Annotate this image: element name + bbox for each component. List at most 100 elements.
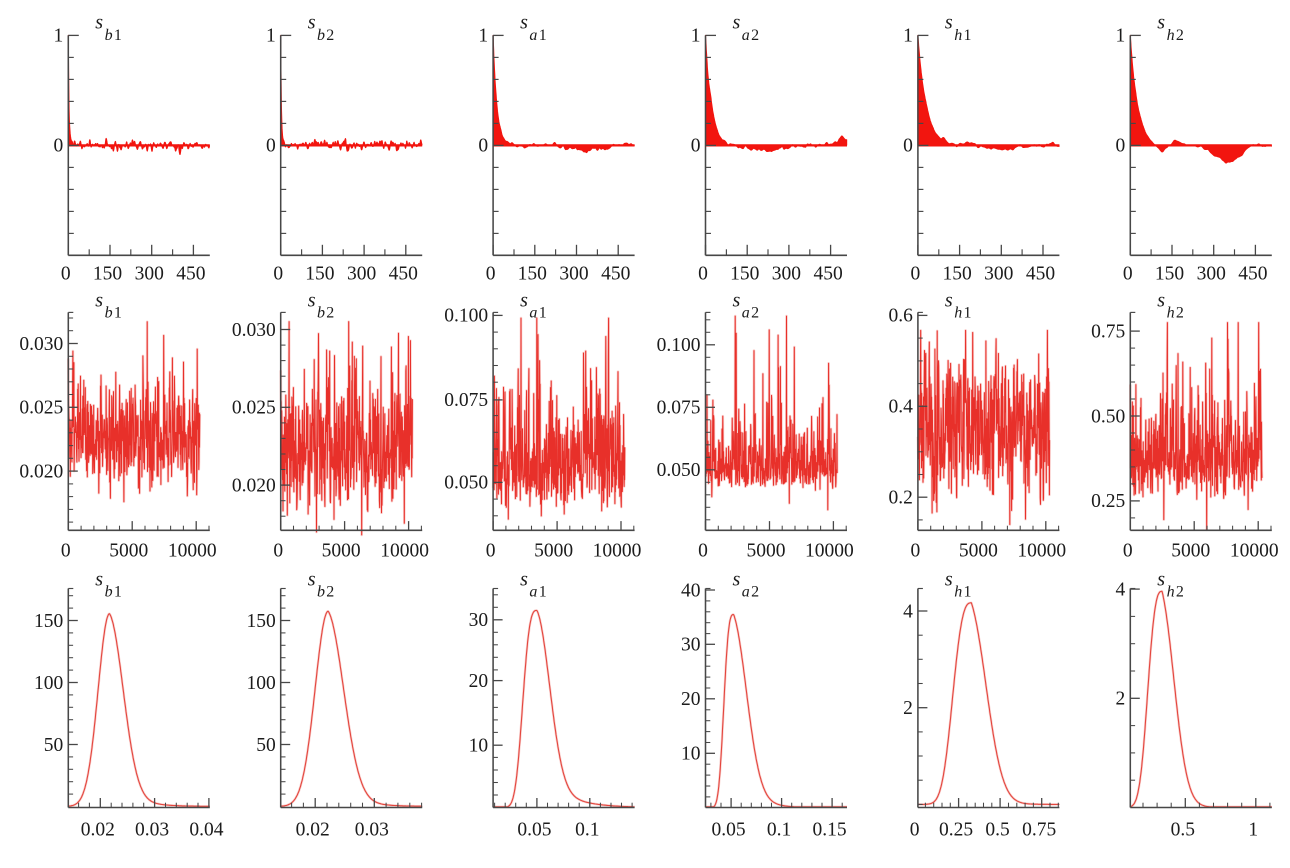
svg-text:0.02: 0.02 (81, 820, 115, 841)
svg-text:300: 300 (347, 264, 376, 285)
svg-text:a: a (529, 27, 537, 44)
svg-text:30: 30 (681, 635, 701, 656)
svg-text:1: 1 (903, 26, 913, 47)
svg-text:s: s (1157, 289, 1165, 311)
svg-text:s: s (520, 12, 528, 34)
svg-text:150: 150 (518, 264, 547, 285)
svg-text:0.05: 0.05 (712, 820, 746, 841)
svg-text:0.050: 0.050 (444, 473, 488, 494)
svg-text:0.1: 0.1 (575, 820, 599, 841)
svg-text:h: h (954, 584, 962, 601)
svg-text:2: 2 (1176, 305, 1184, 322)
svg-text:10: 10 (469, 736, 489, 757)
svg-text:30: 30 (469, 610, 489, 631)
svg-text:2: 2 (326, 584, 334, 601)
svg-text:5000: 5000 (747, 541, 786, 562)
svg-text:s: s (733, 568, 741, 590)
svg-text:0.04: 0.04 (189, 820, 223, 841)
svg-text:2: 2 (751, 584, 759, 601)
svg-text:s: s (945, 12, 953, 34)
svg-text:0.030: 0.030 (232, 320, 276, 341)
svg-text:h: h (1167, 27, 1175, 44)
svg-text:0.2: 0.2 (889, 488, 913, 509)
svg-text:0.02: 0.02 (296, 820, 330, 841)
svg-text:s: s (733, 12, 741, 34)
svg-text:s: s (308, 289, 316, 311)
svg-text:0.15: 0.15 (813, 820, 847, 841)
svg-text:150: 150 (93, 264, 122, 285)
svg-text:b: b (105, 27, 113, 44)
svg-text:100: 100 (34, 673, 63, 694)
svg-text:10: 10 (681, 744, 701, 765)
svg-text:1: 1 (1116, 26, 1126, 47)
svg-text:150: 150 (246, 611, 275, 632)
svg-text:0.075: 0.075 (657, 398, 701, 419)
svg-text:2: 2 (751, 27, 759, 44)
svg-text:450: 450 (813, 264, 842, 285)
svg-text:0: 0 (1116, 136, 1126, 157)
svg-text:0.5: 0.5 (985, 820, 1009, 841)
svg-text:20: 20 (469, 671, 489, 692)
svg-text:a: a (529, 305, 537, 322)
svg-text:0: 0 (54, 136, 64, 157)
svg-text:10000: 10000 (1230, 541, 1279, 562)
svg-text:0: 0 (1123, 264, 1133, 285)
svg-text:5000: 5000 (109, 541, 148, 562)
svg-text:4: 4 (1116, 579, 1126, 600)
svg-text:5000: 5000 (322, 541, 361, 562)
svg-text:2: 2 (751, 305, 759, 322)
svg-text:0: 0 (266, 136, 276, 157)
svg-text:0.75: 0.75 (1091, 321, 1125, 342)
svg-text:450: 450 (176, 264, 205, 285)
svg-text:20: 20 (681, 689, 701, 710)
svg-text:4: 4 (903, 601, 913, 622)
svg-text:0: 0 (698, 264, 708, 285)
svg-text:1: 1 (54, 26, 64, 47)
svg-text:10000: 10000 (168, 541, 217, 562)
svg-text:h: h (1167, 584, 1175, 601)
svg-text:s: s (733, 289, 741, 311)
svg-text:2: 2 (326, 305, 334, 322)
svg-text:s: s (1157, 12, 1165, 34)
svg-text:1: 1 (478, 26, 488, 47)
svg-text:0.100: 0.100 (444, 306, 488, 327)
svg-text:b: b (105, 305, 113, 322)
svg-text:s: s (1157, 568, 1165, 590)
svg-text:s: s (95, 289, 103, 311)
svg-text:50: 50 (44, 735, 64, 756)
svg-text:s: s (308, 568, 316, 590)
svg-text:10000: 10000 (593, 541, 642, 562)
svg-text:150: 150 (305, 264, 334, 285)
svg-text:a: a (742, 305, 750, 322)
svg-text:300: 300 (984, 264, 1013, 285)
svg-text:50: 50 (256, 735, 276, 756)
svg-text:b: b (105, 584, 113, 601)
svg-text:h: h (1167, 305, 1175, 322)
svg-text:1: 1 (964, 584, 972, 601)
svg-text:s: s (520, 289, 528, 311)
svg-text:0.6: 0.6 (889, 306, 914, 327)
svg-text:2: 2 (903, 698, 913, 719)
svg-text:s: s (945, 568, 953, 590)
svg-text:0.030: 0.030 (19, 334, 63, 355)
svg-text:1: 1 (964, 27, 972, 44)
svg-text:5000: 5000 (959, 541, 998, 562)
svg-text:s: s (95, 12, 103, 34)
svg-text:0.25: 0.25 (1091, 491, 1125, 512)
svg-text:h: h (954, 27, 962, 44)
svg-text:0: 0 (273, 264, 283, 285)
svg-text:0: 0 (486, 264, 496, 285)
svg-text:1: 1 (539, 27, 547, 44)
svg-text:0: 0 (478, 136, 488, 157)
svg-text:150: 150 (1155, 264, 1184, 285)
svg-text:2: 2 (326, 27, 334, 44)
svg-text:0.075: 0.075 (444, 390, 488, 411)
svg-text:0.5: 0.5 (1171, 820, 1195, 841)
svg-text:a: a (742, 584, 750, 601)
svg-text:0.50: 0.50 (1091, 406, 1125, 427)
svg-text:10000: 10000 (805, 541, 854, 562)
svg-text:0: 0 (911, 264, 921, 285)
svg-text:0.020: 0.020 (19, 461, 63, 482)
svg-text:300: 300 (772, 264, 801, 285)
svg-text:2: 2 (1176, 584, 1184, 601)
